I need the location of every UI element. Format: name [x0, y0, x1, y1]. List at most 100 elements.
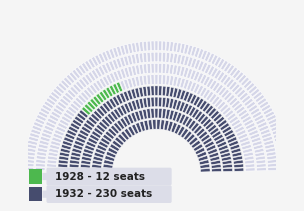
- Wedge shape: [113, 47, 119, 57]
- Wedge shape: [112, 59, 119, 69]
- Wedge shape: [183, 79, 189, 89]
- Wedge shape: [278, 159, 288, 163]
- Wedge shape: [109, 61, 115, 71]
- Wedge shape: [147, 52, 150, 62]
- Wedge shape: [159, 41, 162, 51]
- Wedge shape: [184, 131, 192, 140]
- Wedge shape: [226, 78, 234, 88]
- Wedge shape: [169, 76, 174, 86]
- Wedge shape: [159, 64, 162, 73]
- Wedge shape: [205, 51, 211, 61]
- Wedge shape: [81, 107, 91, 115]
- Wedge shape: [51, 111, 61, 119]
- Wedge shape: [93, 156, 103, 161]
- Wedge shape: [96, 93, 104, 103]
- Wedge shape: [39, 140, 49, 145]
- Wedge shape: [176, 77, 181, 87]
- Wedge shape: [233, 69, 241, 79]
- Text: 1928 - 12 seats: 1928 - 12 seats: [55, 172, 145, 181]
- Wedge shape: [151, 41, 154, 51]
- Wedge shape: [61, 144, 71, 150]
- Wedge shape: [187, 93, 193, 103]
- Wedge shape: [47, 160, 57, 164]
- Wedge shape: [180, 66, 185, 76]
- Wedge shape: [198, 49, 204, 59]
- Wedge shape: [235, 126, 244, 133]
- Wedge shape: [44, 125, 54, 132]
- Wedge shape: [104, 116, 113, 125]
- Wedge shape: [264, 144, 275, 149]
- Wedge shape: [127, 55, 133, 65]
- Wedge shape: [269, 122, 279, 128]
- Wedge shape: [92, 164, 102, 168]
- Wedge shape: [250, 133, 260, 139]
- Wedge shape: [57, 101, 67, 109]
- Wedge shape: [169, 110, 174, 120]
- Wedge shape: [211, 164, 221, 168]
- Wedge shape: [177, 43, 181, 53]
- Wedge shape: [100, 138, 110, 145]
- Wedge shape: [151, 108, 154, 118]
- FancyArrow shape: [43, 173, 51, 180]
- Wedge shape: [211, 110, 219, 119]
- Wedge shape: [151, 97, 154, 107]
- Wedge shape: [187, 45, 193, 55]
- Wedge shape: [153, 120, 156, 129]
- Wedge shape: [208, 66, 215, 76]
- Wedge shape: [105, 100, 113, 110]
- Wedge shape: [200, 74, 207, 84]
- Wedge shape: [244, 119, 254, 126]
- Wedge shape: [198, 61, 204, 71]
- Wedge shape: [143, 75, 147, 85]
- Wedge shape: [36, 163, 45, 167]
- Wedge shape: [220, 152, 230, 158]
- Wedge shape: [120, 105, 127, 115]
- Wedge shape: [229, 116, 239, 124]
- Wedge shape: [71, 152, 81, 157]
- Wedge shape: [49, 115, 59, 122]
- Wedge shape: [187, 69, 192, 78]
- Wedge shape: [151, 64, 154, 73]
- Wedge shape: [94, 152, 104, 158]
- Wedge shape: [255, 95, 264, 103]
- Wedge shape: [159, 52, 162, 62]
- Wedge shape: [178, 126, 185, 136]
- FancyBboxPatch shape: [47, 185, 172, 203]
- Wedge shape: [24, 163, 34, 167]
- Wedge shape: [279, 163, 288, 167]
- Wedge shape: [32, 125, 42, 131]
- Wedge shape: [97, 145, 107, 151]
- Wedge shape: [147, 64, 151, 73]
- Wedge shape: [207, 124, 217, 133]
- Wedge shape: [241, 77, 250, 86]
- Wedge shape: [120, 80, 126, 91]
- Wedge shape: [105, 50, 112, 60]
- Wedge shape: [205, 121, 214, 130]
- Wedge shape: [103, 168, 112, 172]
- Wedge shape: [174, 124, 181, 134]
- Wedge shape: [46, 98, 56, 106]
- Wedge shape: [102, 64, 109, 74]
- Wedge shape: [165, 98, 170, 108]
- Wedge shape: [102, 51, 109, 61]
- Wedge shape: [240, 112, 250, 120]
- Wedge shape: [257, 168, 266, 171]
- Wedge shape: [96, 124, 105, 133]
- Wedge shape: [40, 108, 50, 115]
- Wedge shape: [222, 126, 232, 134]
- Wedge shape: [64, 137, 74, 143]
- Wedge shape: [67, 89, 76, 98]
- Wedge shape: [212, 96, 220, 105]
- Wedge shape: [46, 122, 56, 128]
- Wedge shape: [112, 140, 122, 148]
- Wedge shape: [124, 103, 130, 113]
- Wedge shape: [190, 82, 196, 92]
- Wedge shape: [244, 98, 253, 106]
- Wedge shape: [263, 136, 273, 142]
- Wedge shape: [223, 164, 232, 168]
- Wedge shape: [75, 81, 84, 90]
- Wedge shape: [211, 55, 218, 65]
- Wedge shape: [191, 140, 201, 148]
- Wedge shape: [190, 70, 196, 80]
- Wedge shape: [113, 122, 122, 132]
